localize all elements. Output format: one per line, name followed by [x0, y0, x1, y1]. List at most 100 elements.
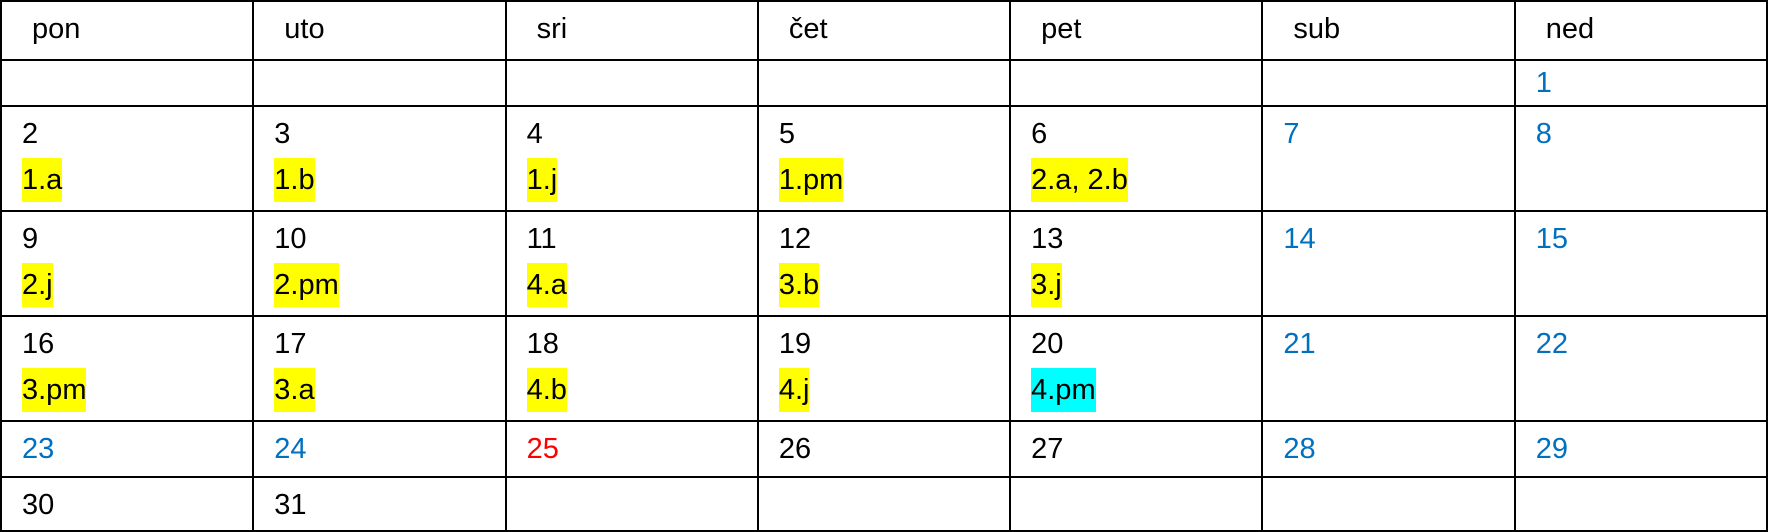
day-number: 30 — [22, 489, 55, 521]
day-cell: 24 — [252, 420, 507, 478]
day-cell — [504, 59, 759, 107]
week-row: 1 — [0, 59, 1769, 107]
day-number: 16 — [22, 328, 55, 360]
day-number: 21 — [1283, 328, 1316, 360]
day-number — [527, 61, 757, 105]
event-label: 3.b — [778, 263, 820, 307]
day-number: 19 — [778, 328, 812, 360]
week-row: 30 31 — [0, 476, 1769, 532]
header-cell: sub — [1261, 0, 1516, 61]
day-cell — [252, 59, 507, 107]
day-cell: 27 — [1009, 420, 1264, 478]
header-cell: ned — [1513, 0, 1769, 61]
day-number: 22 — [1535, 328, 1568, 360]
day-cell: 14 — [1261, 210, 1516, 317]
day-number: 2 — [22, 118, 39, 150]
day-cell — [756, 59, 1012, 107]
day-number — [527, 482, 757, 528]
day-number: 12 — [778, 223, 812, 255]
day-cell: 6 2.a, 2.b — [1009, 105, 1264, 212]
day-number: 31 — [274, 489, 307, 521]
event-label: 3.pm — [22, 368, 87, 412]
day-number: 11 — [526, 223, 557, 255]
day-cell — [756, 476, 1012, 532]
event-label: 1.j — [526, 158, 558, 202]
event-label: 3.j — [1031, 263, 1062, 307]
header-label: pon — [32, 13, 81, 45]
day-cell: 13 3.j — [1009, 210, 1264, 317]
day-number: 27 — [1031, 433, 1064, 465]
day-number: 15 — [1535, 223, 1568, 255]
day-number — [1031, 482, 1261, 528]
header-cell: sri — [504, 0, 759, 61]
day-number: 10 — [274, 223, 307, 255]
day-cell: 10 2.pm — [252, 210, 507, 317]
day-cell — [1261, 59, 1516, 107]
day-number: 24 — [274, 433, 307, 465]
header-row: pon uto sri čet pet sub ned — [0, 0, 1769, 61]
day-cell: 3 1.b — [252, 105, 507, 212]
day-number: 17 — [274, 328, 307, 360]
event-label: 1.pm — [778, 158, 844, 202]
day-cell: 25 — [504, 420, 759, 478]
day-cell — [1009, 476, 1264, 532]
day-cell: 8 — [1513, 105, 1769, 212]
day-number: 23 — [22, 433, 55, 465]
event-label: 1.a — [22, 158, 63, 202]
day-cell: 5 1.pm — [756, 105, 1012, 212]
day-number — [22, 61, 252, 105]
header-label: sub — [1293, 13, 1341, 45]
week-row: 2 1.a 3 1.b 4 1.j 5 1.pm 6 2.a, 2.b 7 8 — [0, 105, 1769, 212]
header-label: čet — [788, 13, 828, 45]
day-cell: 2 1.a — [0, 105, 255, 212]
day-number: 9 — [22, 223, 39, 255]
day-number: 28 — [1283, 433, 1316, 465]
day-cell: 7 — [1261, 105, 1516, 212]
week-row: 23 24 25 26 27 28 29 — [0, 420, 1769, 478]
event-label: 2.pm — [274, 263, 339, 307]
event-label: 4.a — [526, 263, 567, 307]
day-number: 8 — [1535, 118, 1552, 150]
day-number — [1283, 61, 1513, 105]
day-cell: 17 3.a — [252, 315, 507, 422]
day-number: 7 — [1283, 118, 1300, 150]
day-cell — [0, 59, 255, 107]
day-cell: 23 — [0, 420, 255, 478]
day-number: 4 — [526, 118, 543, 150]
day-number: 6 — [1031, 118, 1048, 150]
event-label: 1.b — [274, 158, 315, 202]
day-number — [1031, 61, 1261, 105]
day-cell: 1 — [1513, 59, 1769, 107]
header-cell: uto — [252, 0, 507, 61]
day-cell: 4 1.j — [504, 105, 759, 212]
day-cell: 31 — [252, 476, 507, 532]
day-cell — [1513, 476, 1769, 532]
week-row: 9 2.j 10 2.pm 11 4.a 12 3.b 13 3.j 14 15 — [0, 210, 1769, 317]
day-cell: 21 — [1261, 315, 1516, 422]
day-number: 1 — [1535, 67, 1552, 99]
day-cell — [504, 476, 759, 532]
day-cell: 12 3.b — [756, 210, 1012, 317]
day-number — [779, 482, 1009, 528]
day-cell: 9 2.j — [0, 210, 255, 317]
event-label: 2.j — [22, 263, 53, 307]
day-number: 20 — [1031, 328, 1064, 360]
day-cell: 16 3.pm — [0, 315, 255, 422]
day-cell — [1009, 59, 1264, 107]
day-cell: 11 4.a — [504, 210, 759, 317]
day-cell: 29 — [1513, 420, 1769, 478]
day-number — [274, 61, 504, 105]
day-cell: 28 — [1261, 420, 1516, 478]
header-label: ned — [1545, 13, 1595, 45]
day-cell: 22 — [1513, 315, 1769, 422]
day-number: 13 — [1031, 223, 1064, 255]
day-number: 18 — [526, 328, 559, 360]
day-number: 5 — [778, 118, 795, 150]
event-label: 4.b — [526, 368, 567, 412]
day-cell: 26 — [756, 420, 1012, 478]
day-cell — [1261, 476, 1516, 532]
event-label: 2.a, 2.b — [1031, 158, 1128, 202]
header-cell: čet — [756, 0, 1012, 61]
day-number: 3 — [274, 118, 291, 150]
